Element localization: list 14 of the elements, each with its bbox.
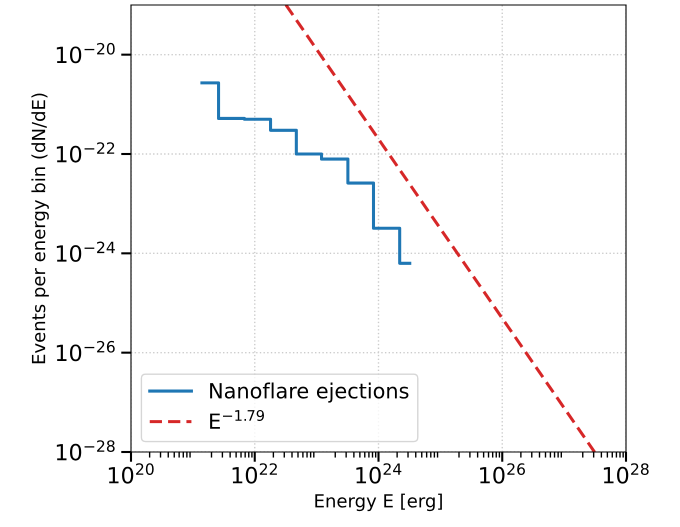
- x-axis-title: Energy E [erg]: [315, 494, 442, 512]
- x-tick-label: 10$^{22}$: [232, 463, 277, 484]
- x-tick-label: 10$^{28}$: [604, 463, 649, 484]
- x-tick-label: 10$^{20}$: [108, 463, 154, 484]
- y-tick-label: 10$^{−28}$: [56, 440, 115, 461]
- x-tick-label: 10$^{26}$: [480, 463, 525, 484]
- y-tick-label: 10$^{−26}$: [56, 340, 115, 362]
- legend-label: E$^{−1.79}$: [210, 410, 264, 429]
- x-tick-label: 10$^{24}$: [356, 463, 402, 484]
- legend-label: Nanoflare ejections: [210, 382, 408, 403]
- y-tick-label: 10$^{−22}$: [56, 142, 114, 163]
- y-tick-label: 10$^{−24}$: [56, 242, 115, 262]
- y-tick-label: 10$^{−20}$: [56, 42, 115, 64]
- y-axis-title: Events per energy bin (dN/dE): [31, 94, 49, 364]
